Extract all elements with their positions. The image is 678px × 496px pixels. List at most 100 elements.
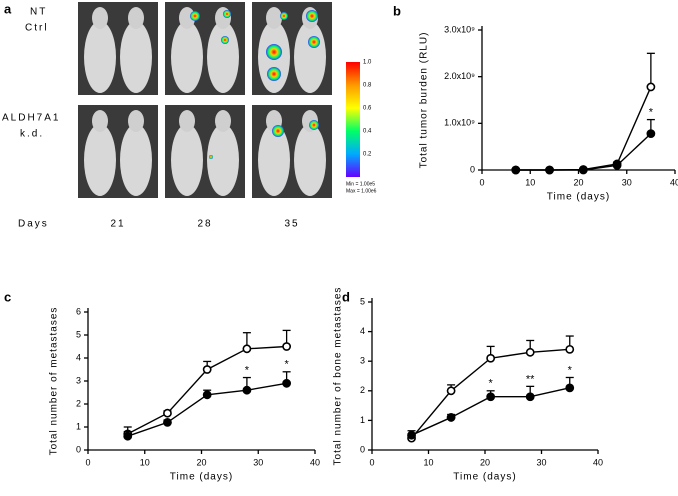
significance: *	[489, 378, 494, 390]
point	[282, 342, 292, 351]
signal	[223, 10, 231, 18]
mouse-head	[92, 7, 108, 29]
x-tick-label: 20	[573, 177, 583, 187]
colorbar-tick: 0.6	[363, 106, 372, 112]
point	[525, 347, 535, 357]
mouse-head	[215, 7, 231, 29]
significance: **	[526, 373, 535, 385]
point	[525, 392, 535, 402]
mouse-head	[179, 7, 195, 29]
signal	[267, 67, 281, 81]
y-tick-label: 0	[360, 444, 365, 454]
x-axis-label: Time (days)	[547, 192, 610, 203]
day: 21	[110, 219, 125, 230]
mouse	[84, 124, 116, 196]
mouse	[120, 21, 152, 93]
mouse-head	[266, 7, 282, 29]
mouse	[294, 124, 326, 196]
mouse-head	[179, 110, 195, 132]
x-tick-label: 30	[622, 177, 632, 187]
x-tick-label: 30	[253, 457, 263, 467]
row-label: Ctrl	[25, 23, 49, 34]
colorbar-tick: 1.0	[363, 60, 372, 66]
signal	[308, 36, 320, 48]
y-tick-label: 0	[76, 444, 81, 454]
point	[446, 413, 456, 422]
point	[407, 430, 416, 440]
mouse	[294, 21, 326, 93]
day: 28	[197, 219, 212, 230]
x-tick-label: 0	[369, 457, 374, 467]
mouse-head	[215, 110, 231, 132]
x-tick-label: 0	[85, 457, 90, 467]
point	[578, 165, 588, 175]
x-tick-label: 20	[480, 457, 490, 467]
signal	[209, 155, 213, 159]
row-label: k.d.	[20, 129, 44, 140]
y-tick-label: 1.0x10⁹	[444, 118, 475, 128]
colorbar	[346, 62, 360, 177]
mouse-head	[92, 110, 108, 132]
mouse	[171, 21, 203, 93]
mouse	[207, 124, 239, 196]
point	[163, 408, 172, 418]
panel-label: d	[342, 289, 350, 304]
signal	[221, 36, 229, 44]
x-tick-label: 10	[525, 177, 535, 187]
y-tick-label: 3.0x10⁹	[444, 24, 475, 34]
significance: *	[284, 359, 289, 371]
y-tick-label: 6	[76, 306, 81, 316]
point	[202, 390, 212, 400]
significance: *	[649, 107, 654, 119]
y-tick-label: 3	[360, 356, 365, 366]
panel-a: a NT Ctrl ALDH7A1 k.d. Days 21 28 35 Min…	[2, 1, 377, 229]
panel-label: b	[393, 3, 401, 18]
mouse	[207, 21, 239, 93]
y-tick-label: 4	[360, 326, 365, 336]
signal	[280, 12, 288, 20]
colorbar-max: Max = 1.00e6	[346, 188, 377, 194]
day: 35	[284, 219, 299, 230]
y-tick-label: 5	[76, 329, 81, 339]
point	[446, 386, 456, 396]
y-tick-label: 1	[76, 421, 81, 431]
colorbar-tick: 0.2	[363, 152, 372, 158]
point	[612, 160, 622, 170]
y-tick-label: 1	[360, 415, 365, 425]
series-line	[515, 133, 652, 171]
x-tick-label: 40	[670, 177, 678, 187]
significance: *	[568, 364, 573, 376]
point	[202, 365, 212, 374]
x-tick-label: 0	[479, 177, 484, 187]
y-axis-label: Total number of bone metastases	[333, 287, 344, 466]
point	[486, 392, 496, 402]
significance: *	[245, 364, 250, 376]
signal	[190, 11, 200, 21]
x-tick-label: 10	[423, 457, 433, 467]
point	[486, 353, 496, 363]
y-axis-label: Total number of metastases	[49, 307, 60, 456]
mouse	[258, 124, 290, 196]
point	[565, 383, 575, 393]
x-tick-label: 40	[310, 457, 320, 467]
y-tick-label: 5	[360, 296, 365, 306]
point	[123, 431, 133, 441]
y-tick-label: 2	[360, 385, 365, 395]
panel-label: c	[4, 289, 11, 304]
point	[242, 344, 252, 354]
signal	[306, 10, 318, 22]
x-tick-label: 10	[140, 457, 150, 467]
y-tick-label: 4	[76, 352, 81, 362]
point	[646, 82, 656, 92]
point	[242, 385, 252, 395]
mouse	[120, 124, 152, 196]
colorbar-tick: 0.4	[363, 129, 372, 135]
x-tick-label: 30	[536, 457, 546, 467]
point	[646, 129, 656, 138]
mouse	[171, 124, 203, 196]
colorbar-min: Min = 1.00e5	[346, 181, 375, 187]
panel-label: a	[4, 1, 12, 16]
point	[282, 378, 292, 388]
series-line	[515, 86, 652, 171]
